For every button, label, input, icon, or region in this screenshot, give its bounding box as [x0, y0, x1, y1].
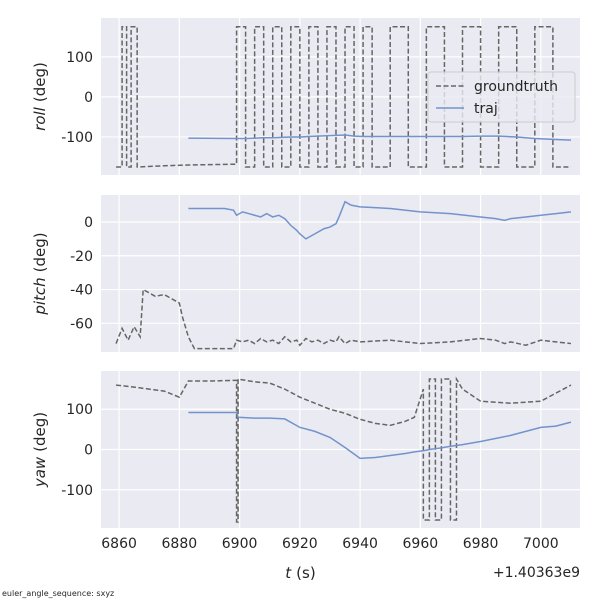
y-label-unit: (deg) [31, 62, 49, 102]
y-axis-label: yaw (deg) [31, 412, 49, 488]
plot-area [101, 195, 580, 352]
series-line [115, 288, 572, 350]
footer: euler_angle_sequence: sxyz [2, 589, 114, 598]
legend-box [427, 71, 576, 123]
y-tick-label: -40 [70, 283, 93, 299]
x-tick-label: 7000 [523, 536, 559, 552]
y-axis-label: pitch (deg) [31, 232, 49, 315]
y-tick-label: 0 [84, 215, 93, 231]
series-line [188, 200, 572, 240]
x-tick-label: 6860 [101, 536, 137, 552]
x-tick-label: 6940 [342, 536, 378, 552]
series-line [115, 376, 572, 523]
y-tick-label: -20 [70, 249, 93, 265]
x-tick-label: 6980 [463, 536, 499, 552]
x-tick-label: 6960 [403, 536, 439, 552]
y-label-unit: (deg) [31, 412, 49, 452]
x-label-var: t [285, 564, 292, 582]
x-tick-label: 6880 [162, 536, 198, 552]
series-line [116, 26, 571, 168]
x-tick-label: 6900 [222, 536, 258, 552]
y-tick-label: 100 [66, 402, 93, 418]
series-line [188, 134, 571, 141]
legend-label: traj [474, 101, 498, 117]
y-label-var: roll [31, 106, 49, 131]
series-line [188, 411, 572, 460]
x-tick-label: 6920 [282, 536, 318, 552]
x-offset: +1.40363e9 [493, 565, 580, 581]
y-tick-label: 100 [66, 50, 93, 66]
legend-label: groundtruth [474, 79, 558, 95]
x-axis-label: t (s) [285, 564, 315, 582]
y-tick-label: 0 [84, 443, 93, 459]
y-label-var: pitch [31, 277, 49, 315]
y-tick-label: -100 [61, 483, 93, 499]
y-tick-label: -100 [61, 130, 93, 146]
y-tick-label: 0 [84, 90, 93, 106]
y-axis-label: roll (deg) [31, 62, 49, 131]
y-label-unit: (deg) [31, 232, 49, 272]
y-tick-label: -60 [70, 316, 93, 332]
x-label-unit: (s) [296, 564, 316, 582]
y-label-var: yaw [31, 456, 49, 488]
